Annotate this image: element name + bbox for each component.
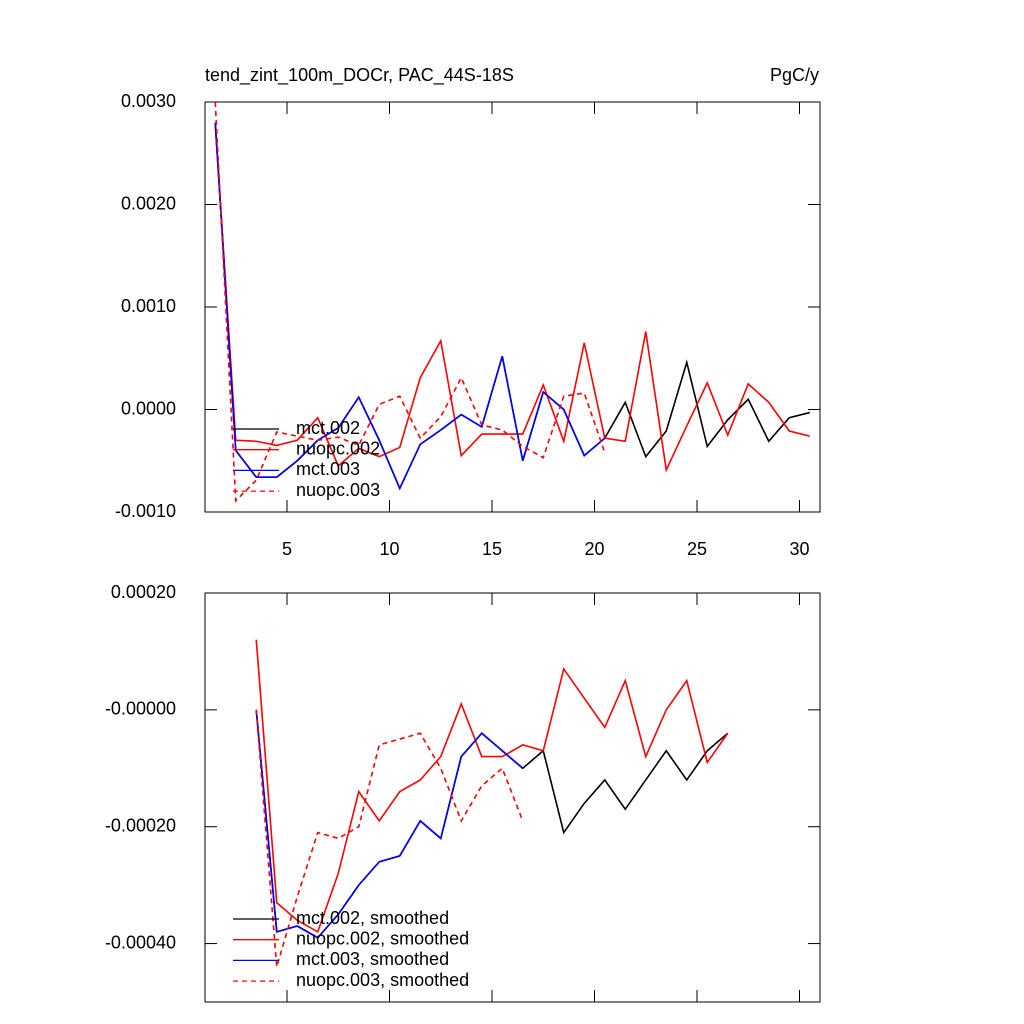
y-tick-label: -0.0010 — [115, 501, 176, 521]
legend-label: nuopc.002 — [296, 438, 380, 458]
legend-label: mct.003, smoothed — [296, 949, 449, 969]
y-tick-label: 0.0010 — [121, 296, 176, 316]
x-tick-label: 20 — [584, 539, 604, 559]
legend-label: nuopc.003, smoothed — [296, 970, 469, 990]
legend-label: nuopc.002, smoothed — [296, 928, 469, 948]
x-tick-label: 30 — [789, 539, 809, 559]
series-line — [214, 122, 606, 491]
y-tick-label: 0.0030 — [121, 91, 176, 111]
y-tick-label: 0.0020 — [121, 193, 176, 213]
x-tick-label: 5 — [282, 539, 292, 559]
legend-label: mct.002, smoothed — [296, 908, 449, 928]
series-line — [214, 122, 810, 473]
x-tick-label: 25 — [687, 539, 707, 559]
legend-label: mct.003 — [296, 459, 360, 479]
plot-lines — [255, 639, 729, 968]
y-tick-label: -0.00040 — [105, 932, 176, 952]
y-tick-label: 0.00020 — [111, 582, 176, 602]
x-tick-label: 10 — [379, 539, 399, 559]
series-line — [255, 709, 524, 939]
x-tick-label: 15 — [482, 539, 502, 559]
y-tick-label: 0.0000 — [121, 398, 176, 418]
plot-lines — [214, 102, 810, 503]
series-line — [255, 709, 524, 968]
plot-frame — [204, 592, 821, 1003]
y-tick-label: -0.00020 — [105, 815, 176, 835]
y-tick-label: -0.00000 — [105, 699, 176, 719]
series-line — [255, 639, 729, 934]
units-label: PgC/y — [770, 65, 819, 85]
series-line — [214, 102, 606, 503]
chart-title: tend_zint_100m_DOCr, PAC_44S-18S — [205, 65, 514, 86]
legend-label: nuopc.003 — [296, 480, 380, 500]
legend-label: mct.002 — [296, 418, 360, 438]
